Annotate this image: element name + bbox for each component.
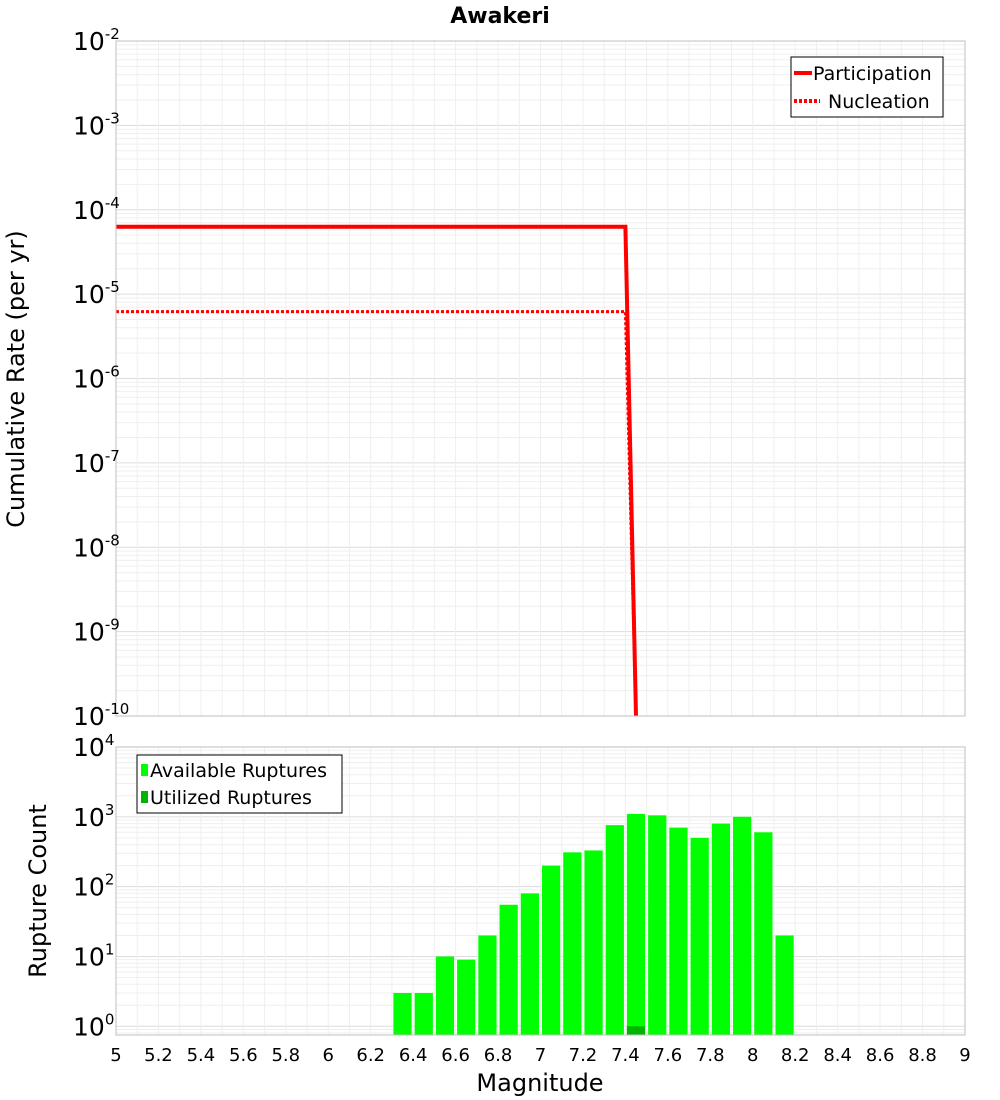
x-tick-label: 5.8 [271,1045,300,1066]
rate-y-tick-label: 10-8 [73,531,120,562]
rate-y-ticks: 10-10 10-9 10-8 10-7 10-6 10-5 10-4 10-3 10-2 [73,25,129,731]
available-ruptures-bar [478,935,497,1035]
x-tick-label: 7.8 [696,1045,725,1066]
x-tick-label: 7.4 [611,1045,640,1066]
x-tick-label: 8.6 [866,1045,895,1066]
x-axis-label: Magnitude [476,1069,603,1097]
rate-plot-frame [115,40,966,717]
chart-title: Awakeri [450,4,550,29]
available-ruptures-bar [669,827,688,1035]
available-ruptures-bar [733,816,752,1035]
rate-legend-box [790,56,944,118]
count-plot-frame [115,746,966,1036]
rate-legend: Participation Nucleation [790,56,944,118]
legend-label-participation: Participation [813,63,932,85]
x-tick-label: 7.2 [569,1045,598,1066]
rate-y-axis-label: Cumulative Rate (per yr) [2,230,30,528]
count-y-ticks: 100 101 102 103 104 [73,731,114,1041]
legend-swatch-available [141,764,148,776]
legend-label-available: Available Ruptures [150,760,327,782]
x-tick-label: 5.2 [144,1045,173,1066]
available-ruptures-bar [775,935,794,1035]
available-ruptures-bar [584,850,603,1035]
available-ruptures-bar [563,852,582,1035]
available-ruptures-bar [605,825,624,1035]
rate-y-tick-label: 10-10 [73,700,129,731]
legend-label-nucleation: Nucleation [828,91,930,113]
count-y-tick-label: 100 [73,1010,114,1041]
rate-y-tick-label: 10-9 [73,616,120,647]
available-ruptures-bar [499,904,518,1035]
x-tick-label: 6 [323,1045,334,1066]
count-y-axis-label: Rupture Count [24,804,52,978]
rate-panel: 10-10 10-9 10-8 10-7 10-6 10-5 10-4 10-3 10-2 Cu… [2,25,966,731]
available-ruptures-bar [457,959,476,1035]
rate-y-tick-label: 10-3 [73,109,120,140]
x-tick-label: 5.6 [229,1045,258,1066]
available-ruptures-bar [626,813,646,1035]
rate-gridlines [115,41,966,717]
count-legend: Available Ruptures Utilized Ruptures [136,754,343,814]
available-ruptures-bar [711,823,731,1035]
legend-swatch-utilized [141,791,148,803]
rupture-count-panel: 100 101 102 103 104 5 5.2 5.4 5.6 5.8 6 6.2 6.4 6.6 6… [24,731,971,1097]
rate-y-tick-label: 10-7 [73,447,120,478]
x-tick-label: 5 [110,1045,121,1066]
rate-y-tick-label: 10-2 [73,25,120,56]
available-ruptures-bar [520,893,539,1035]
utilized-ruptures-bar [626,1026,646,1035]
count-y-tick-label: 103 [73,801,114,832]
rate-y-tick-label: 10-4 [73,194,120,225]
x-tick-label: 7 [535,1045,546,1066]
x-ticks: 5 5.2 5.4 5.6 5.8 6 6.2 6.4 6.6 6.8 7 7.2 7.4 7.6 7.8 8… [110,1045,970,1066]
available-ruptures-bar [690,837,709,1035]
available-ruptures-bar [754,832,773,1035]
available-ruptures-bar [648,815,667,1035]
x-tick-label: 8 [747,1045,758,1066]
x-tick-label: 6.2 [356,1045,385,1066]
rate-y-tick-label: 10-6 [73,363,120,394]
available-ruptures-bar [414,992,433,1035]
x-tick-label: 6.4 [399,1045,428,1066]
count-y-tick-label: 104 [73,731,114,762]
count-y-tick-label: 101 [73,940,114,971]
x-tick-label: 7.6 [654,1045,683,1066]
rate-series [116,224,638,717]
x-tick-label: 6.6 [441,1045,470,1066]
rate-y-tick-label: 10-5 [73,278,120,309]
count-y-tick-label: 102 [73,871,114,902]
available-ruptures-bar [393,992,412,1035]
x-tick-label: 8.4 [823,1045,852,1066]
count-legend-box [136,754,343,814]
x-tick-label: 6.8 [484,1045,513,1066]
x-tick-label: 5.4 [187,1045,216,1066]
legend-label-utilized: Utilized Ruptures [150,787,312,809]
count-bars [393,813,794,1035]
x-tick-label: 8.8 [908,1045,937,1066]
x-tick-label: 9 [959,1045,970,1066]
available-ruptures-bar [435,956,455,1035]
available-ruptures-bar [542,865,561,1035]
x-tick-label: 8.2 [781,1045,810,1066]
